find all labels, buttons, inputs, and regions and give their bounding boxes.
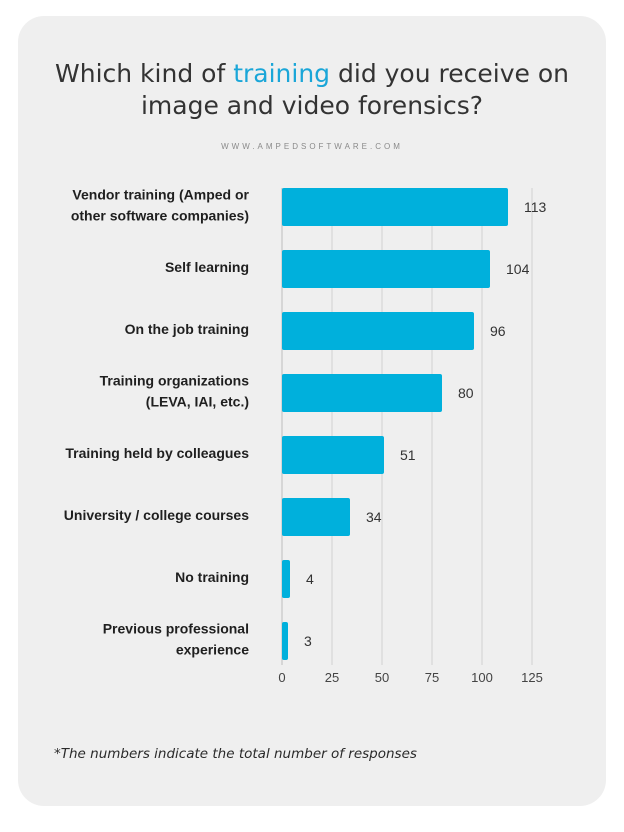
x-tick-label: 50 xyxy=(375,670,389,685)
chart-title: Which kind of training did you receive o… xyxy=(0,58,624,122)
category-label: Previous professional xyxy=(103,621,249,637)
bar xyxy=(282,188,508,226)
footnote: *The numbers indicate the total number o… xyxy=(54,746,417,762)
category-label: On the job training xyxy=(125,321,249,337)
category-label: (LEVA, IAI, etc.) xyxy=(146,394,249,410)
title-highlight: training xyxy=(233,59,331,88)
x-tick-label: 25 xyxy=(325,670,339,685)
category-label: University / college courses xyxy=(64,507,249,523)
x-tick-label: 75 xyxy=(425,670,439,685)
x-tick-label: 100 xyxy=(471,670,493,685)
title-line-2: image and video forensics? xyxy=(140,91,484,120)
bar xyxy=(282,436,384,474)
x-tick-label: 0 xyxy=(278,670,285,685)
bar-value-label: 3 xyxy=(304,633,312,649)
bar xyxy=(282,560,290,598)
title-text-before: Which kind of xyxy=(55,59,234,88)
category-label: Training organizations xyxy=(100,373,250,389)
bar-value-label: 113 xyxy=(524,199,547,215)
bar xyxy=(282,622,288,660)
category-label: other software companies) xyxy=(71,208,249,224)
category-label: experience xyxy=(176,642,249,658)
category-label: Training held by colleagues xyxy=(65,445,249,461)
bar-value-label: 34 xyxy=(366,509,382,525)
website-url: WWW.AMPEDSOFTWARE.COM xyxy=(221,142,403,151)
category-label: Self learning xyxy=(165,259,249,275)
title-text-after: did you receive on xyxy=(330,59,569,88)
bar-value-label: 4 xyxy=(306,571,314,587)
bar-value-label: 96 xyxy=(490,323,506,339)
bar xyxy=(282,312,474,350)
x-tick-label: 125 xyxy=(521,670,543,685)
category-label: No training xyxy=(175,569,249,585)
bar-value-label: 80 xyxy=(458,385,474,401)
category-label: Vendor training (Amped or xyxy=(72,187,249,203)
bar-value-label: 51 xyxy=(400,447,416,463)
bar xyxy=(282,374,442,412)
bar-value-label: 104 xyxy=(506,261,530,277)
bar xyxy=(282,250,490,288)
bar xyxy=(282,498,350,536)
